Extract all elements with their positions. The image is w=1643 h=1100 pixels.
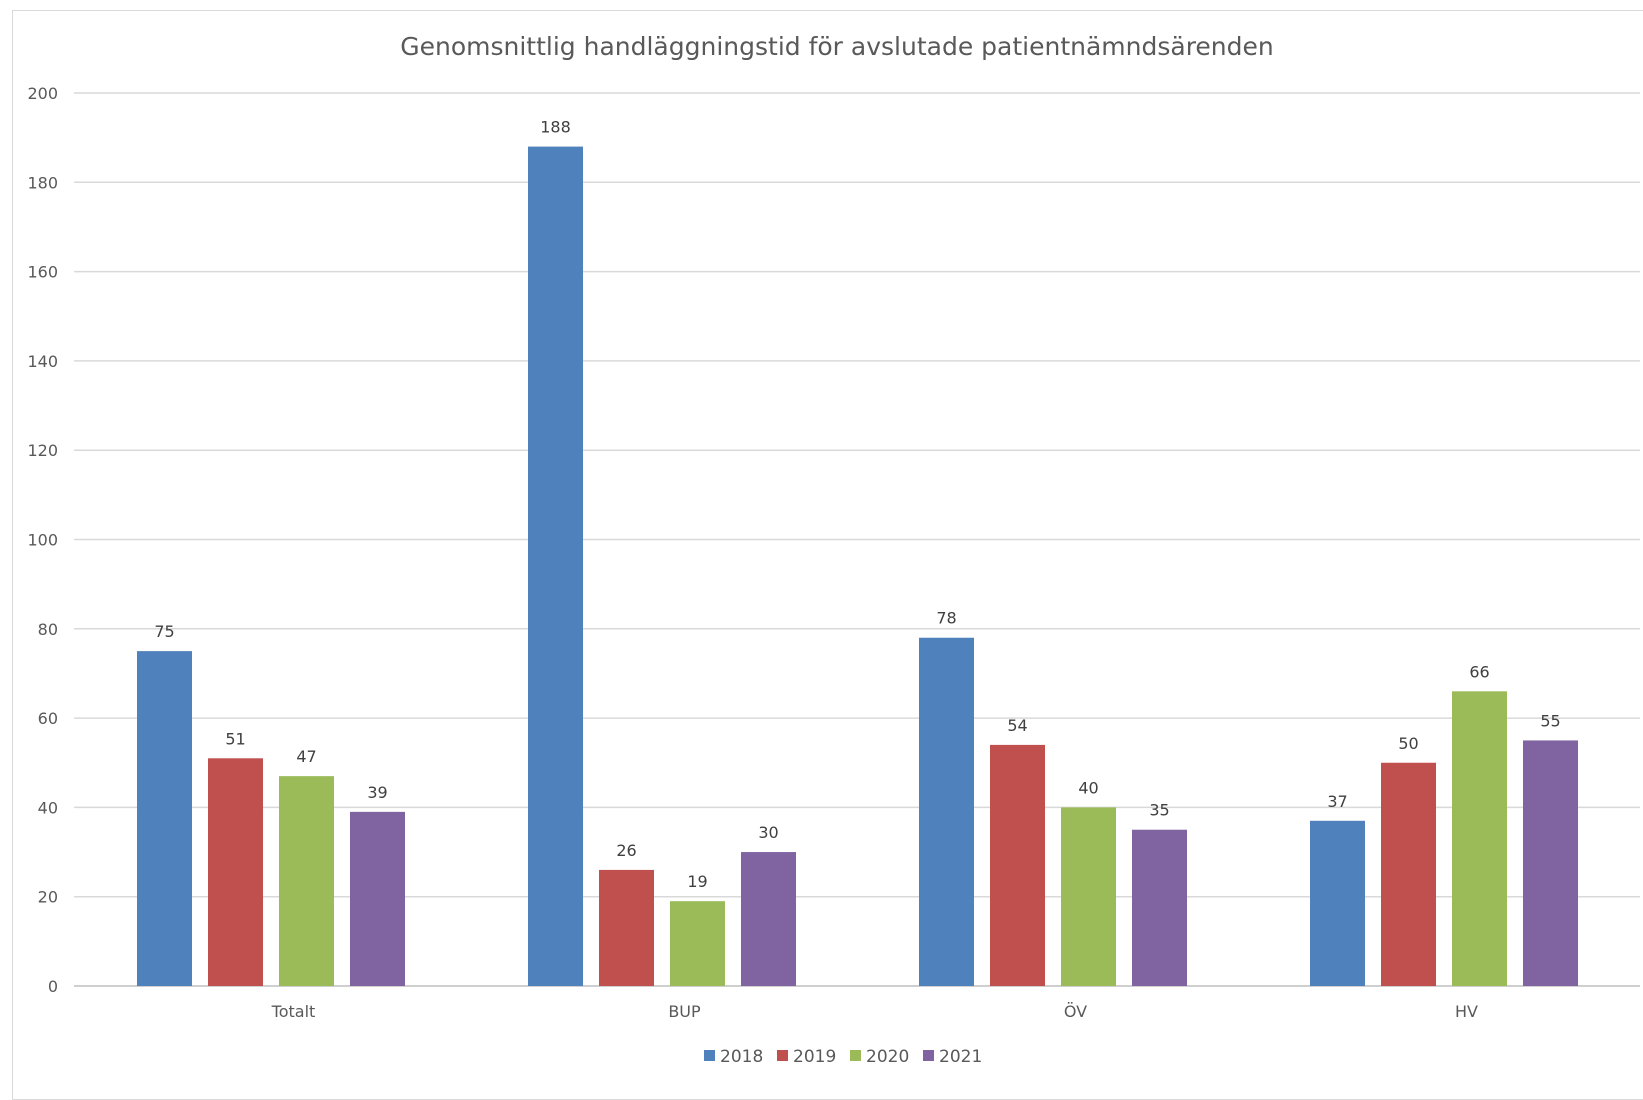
bar-2021-Totalt <box>350 811 405 986</box>
data-label: 39 <box>367 783 387 802</box>
bar-2019-ÖV <box>990 744 1045 986</box>
y-tick-label: 0 <box>48 977 58 996</box>
y-tick-label: 60 <box>38 709 58 728</box>
data-label: 66 <box>1469 662 1489 681</box>
legend-swatch-2019 <box>777 1050 788 1061</box>
legend-label: 2021 <box>939 1047 982 1067</box>
y-tick-label: 160 <box>27 263 58 282</box>
data-label: 37 <box>1327 792 1347 811</box>
legend-swatch-2018 <box>704 1050 715 1061</box>
bars <box>137 146 1578 986</box>
y-tick-label: 200 <box>27 84 58 103</box>
data-label: 40 <box>1078 778 1098 797</box>
data-label: 54 <box>1007 716 1027 735</box>
bar-2019-BUP <box>599 869 654 986</box>
bar-2020-Totalt <box>279 776 334 986</box>
y-tick-label: 40 <box>38 798 58 817</box>
data-label: 19 <box>687 872 707 891</box>
data-label: 188 <box>540 118 571 137</box>
data-label: 35 <box>1149 801 1169 820</box>
legend: 2018 2019 2020 2021 <box>704 1047 982 1067</box>
y-tick-label: 20 <box>38 888 58 907</box>
bar-2018-Totalt <box>137 651 192 986</box>
bar-2021-ÖV <box>1132 829 1187 986</box>
x-tick-label: HV <box>1455 1002 1478 1021</box>
y-tick-label: 180 <box>27 173 58 192</box>
data-label: 47 <box>296 747 316 766</box>
data-label: 75 <box>154 622 174 641</box>
legend-label: 2020 <box>866 1047 909 1067</box>
data-label: 55 <box>1540 711 1560 730</box>
bar-2021-BUP <box>741 852 796 986</box>
data-label: 50 <box>1398 734 1418 753</box>
legend-label: 2018 <box>720 1047 763 1067</box>
bar-2019-HV <box>1381 762 1436 986</box>
bar-2019-Totalt <box>208 758 263 986</box>
bar-2020-HV <box>1452 691 1507 986</box>
x-axis-ticks: Totalt BUP ÖV HV <box>271 1002 1478 1021</box>
x-tick-label: Totalt <box>271 1002 316 1021</box>
bar-2018-BUP <box>528 146 583 986</box>
bar-2021-HV <box>1523 740 1578 986</box>
legend-swatch-2020 <box>850 1050 861 1061</box>
legend-swatch-2021 <box>923 1050 934 1061</box>
bar-2020-ÖV <box>1061 807 1116 986</box>
bar-2018-ÖV <box>919 637 974 986</box>
bar-2018-HV <box>1310 820 1365 986</box>
chart-title: Genomsnittlig handläggningstid för avslu… <box>400 32 1274 61</box>
y-tick-label: 100 <box>27 531 58 550</box>
data-label: 30 <box>758 823 778 842</box>
data-label: 51 <box>225 729 245 748</box>
x-tick-label: ÖV <box>1064 1002 1087 1021</box>
data-label: 78 <box>936 609 956 628</box>
gridlines <box>74 92 1640 987</box>
bar-2020-BUP <box>670 901 725 986</box>
x-tick-label: BUP <box>668 1002 701 1021</box>
data-labels: 75 51 47 39 188 26 19 30 78 54 40 35 37 50 66 55 <box>154 118 1560 892</box>
y-tick-label: 80 <box>38 620 58 639</box>
data-label: 26 <box>616 841 636 860</box>
y-tick-label: 140 <box>27 352 58 371</box>
legend-label: 2019 <box>793 1047 836 1067</box>
y-tick-label: 120 <box>27 441 58 460</box>
y-axis-ticks: 0 20 40 60 80 100 120 140 160 180 200 <box>27 84 58 996</box>
